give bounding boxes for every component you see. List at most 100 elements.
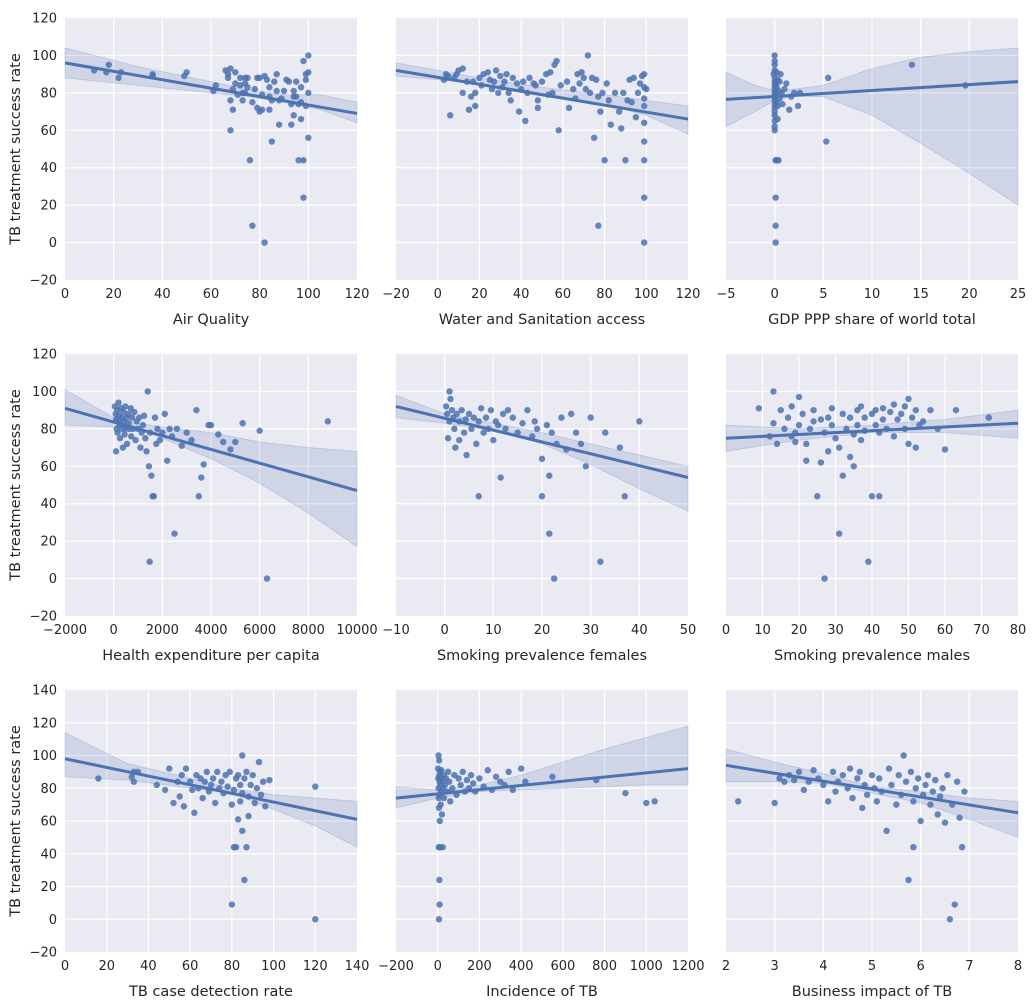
data-point — [232, 69, 239, 76]
data-point — [817, 416, 825, 423]
data-point — [630, 74, 637, 82]
data-point — [475, 418, 482, 425]
data-point — [641, 138, 648, 145]
data-point — [515, 108, 523, 115]
data-point — [825, 448, 832, 455]
data-point — [543, 421, 551, 429]
x-tick-label: 7 — [965, 959, 973, 974]
data-point — [266, 776, 273, 784]
regression-line — [395, 767, 689, 800]
data-point — [774, 115, 781, 123]
data-point — [883, 827, 890, 835]
data-point — [183, 429, 190, 436]
data-point — [312, 783, 319, 790]
data-point — [207, 781, 215, 789]
x-tick-label: 30 — [827, 623, 844, 638]
y-tick-label: 0 — [49, 236, 57, 251]
x-tick-label: 20 — [791, 623, 808, 638]
data-point — [232, 80, 239, 87]
data-point — [857, 436, 865, 444]
data-point — [857, 403, 865, 410]
data-point — [178, 442, 185, 449]
data-point — [524, 406, 531, 414]
data-point — [218, 778, 225, 785]
data-point — [586, 89, 594, 97]
data-point — [825, 798, 832, 805]
data-point — [145, 463, 153, 470]
data-point — [435, 916, 443, 923]
data-point — [251, 85, 258, 93]
data-point — [849, 794, 856, 802]
x-tick-label: −2000 — [43, 623, 87, 638]
x-tick-label: 120 — [303, 959, 328, 974]
data-point — [255, 758, 263, 766]
data-point — [436, 876, 443, 884]
data-point — [572, 429, 580, 436]
data-point — [799, 410, 806, 418]
data-point — [910, 798, 917, 805]
data-point — [476, 74, 483, 82]
data-point — [463, 776, 471, 784]
data-point — [258, 106, 266, 113]
x-tick-label: 8000 — [292, 623, 325, 638]
data-point — [142, 435, 149, 442]
data-point — [95, 775, 102, 782]
data-point — [146, 558, 153, 565]
data-point — [912, 444, 919, 451]
x-tick-label: 0 — [110, 623, 118, 638]
y-tick-label: 20 — [40, 535, 57, 550]
data-point — [237, 798, 244, 805]
data-point — [863, 791, 871, 798]
x-tick-label: 2000 — [146, 623, 179, 638]
data-point — [814, 493, 821, 500]
data-point — [234, 771, 242, 779]
data-point — [480, 429, 487, 436]
data-point — [846, 453, 854, 461]
data-point — [224, 74, 232, 82]
data-point — [227, 97, 234, 104]
data-point — [305, 134, 312, 141]
data-point — [781, 425, 788, 433]
x-tick-label: 600 — [550, 959, 575, 974]
data-point — [473, 440, 480, 448]
data-point — [456, 436, 463, 444]
x-axis-label: Smoking prevalence females — [437, 648, 647, 664]
data-point — [127, 433, 135, 440]
data-point — [447, 798, 454, 805]
data-point — [902, 778, 910, 785]
data-point — [770, 388, 777, 395]
regression-line — [395, 404, 689, 479]
x-tick-label: 8 — [1014, 959, 1022, 974]
data-point — [821, 575, 828, 582]
data-point — [467, 771, 475, 779]
data-point — [605, 97, 612, 104]
data-point — [776, 78, 783, 85]
data-point — [161, 786, 169, 794]
data-point — [492, 67, 500, 74]
data-point — [901, 403, 909, 410]
data-point — [641, 102, 648, 110]
data-point — [237, 82, 244, 89]
x-tick-label: 80 — [251, 287, 268, 302]
data-point — [499, 410, 507, 418]
scatter-panel-4: −2000 0 2000 4000 6000 8000 10000 −20 0 20 40 60 80 1… — [8, 348, 378, 665]
data-point — [173, 425, 181, 433]
data-point — [195, 493, 203, 500]
data-point — [776, 775, 783, 782]
regression-line — [725, 763, 1019, 815]
data-point — [823, 138, 830, 145]
data-point — [622, 789, 629, 797]
data-point — [550, 575, 558, 582]
data-point — [463, 451, 470, 459]
y-tick-label: 20 — [40, 199, 57, 214]
data-point — [123, 440, 131, 448]
data-point — [273, 87, 280, 95]
data-point — [601, 157, 608, 164]
x-axis-label: TB case detection rate — [128, 984, 293, 1000]
data-point — [772, 222, 779, 229]
data-point — [832, 435, 839, 442]
data-point — [839, 410, 846, 418]
data-point — [641, 70, 648, 78]
data-point — [228, 801, 236, 808]
x-tick-label: 60 — [555, 287, 572, 302]
